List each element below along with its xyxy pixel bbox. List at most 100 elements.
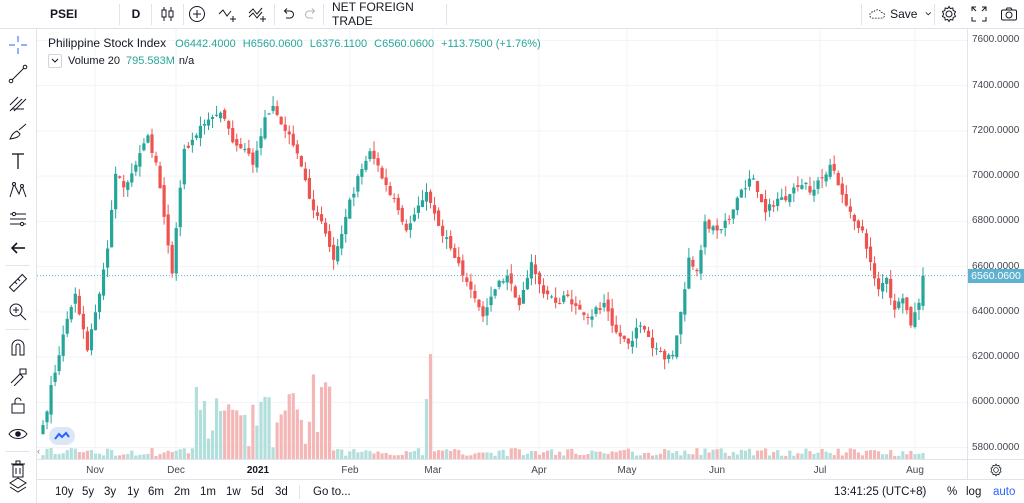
- volume-bar: [905, 454, 909, 459]
- candle-body: [844, 194, 848, 206]
- volume-bar: [194, 387, 198, 459]
- collapse-toolbar-arrow[interactable]: ‹: [37, 446, 40, 456]
- crosshair-icon: [9, 36, 27, 54]
- gear-icon: [941, 5, 957, 23]
- candle-body: [328, 231, 332, 247]
- candle-body: [428, 191, 433, 203]
- add-compare-button[interactable]: [184, 0, 210, 28]
- candle-body: [860, 226, 865, 231]
- range-1y[interactable]: 1y: [127, 486, 140, 498]
- interval-button[interactable]: D: [131, 7, 141, 21]
- log-toggle[interactable]: log: [966, 486, 982, 498]
- candle-body: [642, 326, 647, 330]
- volume-bar: [594, 451, 598, 459]
- volume-bar: [747, 448, 752, 459]
- volume-bar: [61, 453, 65, 459]
- redo-icon: [305, 8, 316, 19]
- time-axis[interactable]: Nov Dec 2021 Feb Mar Apr May Jun Jul Aug: [37, 459, 967, 479]
- range-5y[interactable]: 5y: [82, 486, 95, 498]
- lock-drawing-tool[interactable]: [6, 364, 30, 388]
- candle-body: [360, 169, 364, 177]
- range-6m[interactable]: 6m: [148, 486, 164, 498]
- range-2m[interactable]: 2m: [174, 486, 190, 498]
- tradingview-logo[interactable]: [49, 427, 75, 445]
- range-3y[interactable]: 3y: [104, 486, 117, 498]
- range-10y[interactable]: 10y: [55, 486, 74, 498]
- volume-bar: [473, 453, 477, 459]
- volume-bar: [614, 452, 618, 459]
- volume-bar: [735, 454, 739, 459]
- volume-bar: [303, 443, 307, 459]
- object-tree-tool[interactable]: [6, 473, 30, 497]
- volume-bar: [654, 454, 659, 459]
- volume-bar: [332, 450, 336, 459]
- range-5d[interactable]: 5d: [251, 486, 264, 498]
- visibility-tool[interactable]: [6, 422, 30, 446]
- pitchfork-tool[interactable]: [6, 91, 30, 115]
- candle-body: [61, 334, 65, 356]
- pattern-tool[interactable]: [6, 178, 30, 202]
- chart-type-button[interactable]: [154, 0, 182, 28]
- goto-button[interactable]: Go to...: [313, 486, 351, 498]
- menu-icon[interactable]: [0, 0, 37, 28]
- brush-tool[interactable]: [6, 120, 30, 144]
- templates-button[interactable]: [244, 0, 272, 28]
- prediction-tool[interactable]: [6, 207, 30, 231]
- price-chart[interactable]: [37, 29, 967, 459]
- volume-bar: [122, 454, 126, 459]
- candle-body: [364, 160, 368, 170]
- volume-bar: [182, 448, 186, 459]
- screenshot-button[interactable]: [996, 0, 1022, 28]
- volume-bar: [606, 454, 610, 459]
- back-tool[interactable]: [6, 236, 30, 260]
- candle-body: [162, 185, 166, 217]
- volume-bar: [441, 450, 445, 459]
- candle-body: [344, 216, 348, 235]
- text-tool[interactable]: [6, 149, 30, 173]
- price-axis[interactable]: 7600.0000 7400.0000 7200.0000 7000.0000 6800…: [967, 29, 1024, 459]
- volume-bar: [610, 451, 614, 459]
- undo-icon: [283, 8, 294, 19]
- lock-tool[interactable]: [6, 393, 30, 417]
- save-button[interactable]: Save: [864, 0, 932, 28]
- candle-body: [626, 338, 630, 344]
- candle-body: [81, 313, 85, 330]
- volume-bar: [876, 451, 881, 459]
- volume-bar: [445, 449, 449, 459]
- ruler-tool[interactable]: [6, 271, 30, 295]
- symbol-search-button[interactable]: PSEI: [50, 7, 78, 21]
- range-1m[interactable]: 1m: [200, 486, 216, 498]
- volume-bar: [481, 452, 485, 459]
- crosshair-tool[interactable]: [6, 33, 30, 57]
- volume-bar: [299, 419, 303, 459]
- indicator-name-button[interactable]: NET FOREIGN TRADE: [332, 0, 414, 28]
- volume-bar: [509, 448, 513, 459]
- auto-toggle[interactable]: auto: [993, 486, 1016, 498]
- volume-bar: [820, 448, 824, 459]
- range-1w[interactable]: 1w: [226, 486, 241, 498]
- clock-display[interactable]: 13:41:25 (UTC+8): [834, 486, 927, 498]
- candle-body: [352, 193, 356, 198]
- volume-bar: [763, 448, 768, 459]
- settings-button[interactable]: [936, 0, 962, 28]
- candle-body: [420, 200, 425, 207]
- volume-bar: [663, 448, 667, 459]
- remove-drawings-tool[interactable]: [6, 457, 30, 481]
- trend-line-tool[interactable]: [6, 62, 30, 86]
- volume-bar: [150, 448, 154, 459]
- volume-bar: [659, 453, 663, 459]
- candle-body: [650, 337, 655, 349]
- volume-bar: [404, 451, 408, 459]
- volume-bar: [723, 452, 727, 459]
- fullscreen-button[interactable]: [966, 0, 992, 28]
- percent-toggle[interactable]: %: [947, 486, 958, 498]
- magnet-tool[interactable]: [6, 335, 30, 359]
- axis-settings-button[interactable]: [967, 459, 1024, 479]
- undo-button[interactable]: [277, 0, 299, 28]
- redo-button[interactable]: [300, 0, 322, 28]
- volume-bar: [630, 451, 634, 459]
- range-3d[interactable]: 3d: [275, 486, 288, 498]
- indicators-button[interactable]: [214, 0, 242, 28]
- collapse-legend-button[interactable]: [48, 54, 62, 68]
- zoom-in-tool[interactable]: [6, 300, 30, 324]
